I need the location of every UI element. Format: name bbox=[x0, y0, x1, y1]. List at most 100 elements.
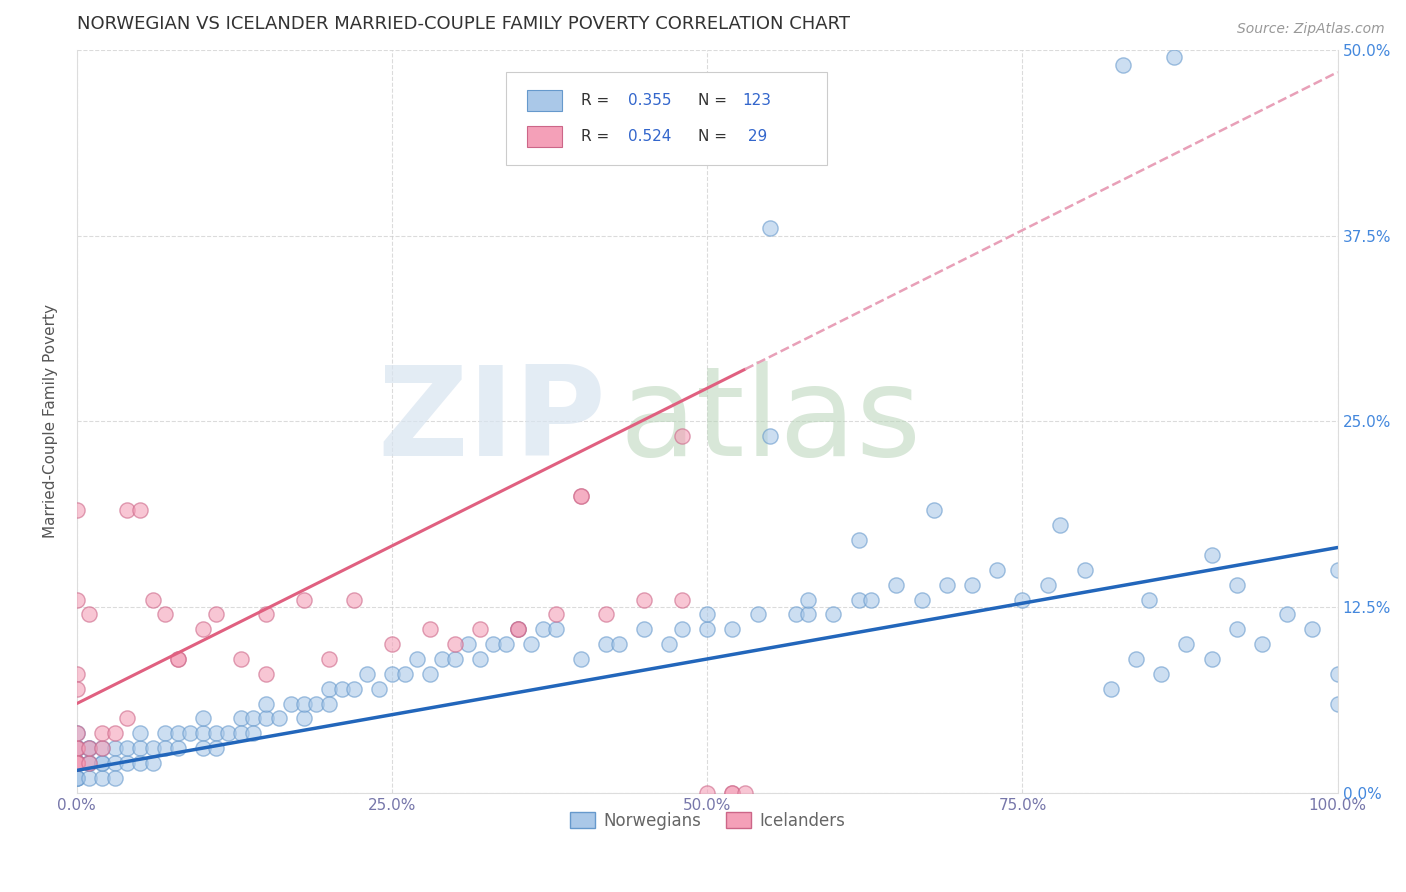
Point bbox=[191, 622, 214, 636]
Point bbox=[759, 221, 782, 235]
Point bbox=[1226, 622, 1249, 636]
Point bbox=[79, 607, 101, 622]
Point bbox=[292, 697, 315, 711]
Point bbox=[66, 756, 89, 770]
Point bbox=[1201, 652, 1223, 666]
Point bbox=[457, 637, 479, 651]
Point bbox=[444, 637, 467, 651]
Point bbox=[671, 592, 693, 607]
Point bbox=[569, 489, 592, 503]
Point bbox=[79, 771, 101, 785]
Point bbox=[569, 652, 592, 666]
Point bbox=[242, 711, 264, 725]
Point bbox=[848, 592, 870, 607]
Point bbox=[696, 607, 718, 622]
Point bbox=[66, 741, 89, 756]
Text: N =: N = bbox=[699, 93, 733, 108]
Point bbox=[66, 741, 89, 756]
Point bbox=[79, 741, 101, 756]
Point bbox=[117, 503, 139, 517]
Point bbox=[153, 726, 176, 740]
Point bbox=[343, 681, 366, 696]
Point bbox=[91, 741, 114, 756]
Text: 0.524: 0.524 bbox=[628, 129, 671, 145]
Text: N =: N = bbox=[699, 129, 733, 145]
Point bbox=[66, 756, 89, 770]
FancyBboxPatch shape bbox=[527, 127, 562, 147]
Point bbox=[66, 726, 89, 740]
Point bbox=[66, 756, 89, 770]
Point bbox=[1036, 577, 1059, 591]
Point bbox=[166, 726, 188, 740]
Point bbox=[104, 726, 127, 740]
Point bbox=[419, 622, 441, 636]
Point bbox=[166, 652, 188, 666]
Point bbox=[292, 711, 315, 725]
Point bbox=[129, 756, 152, 770]
Text: R =: R = bbox=[581, 93, 614, 108]
Point bbox=[343, 592, 366, 607]
Point bbox=[482, 637, 505, 651]
Point bbox=[79, 756, 101, 770]
Point bbox=[254, 607, 277, 622]
Point bbox=[91, 756, 114, 770]
Point bbox=[368, 681, 391, 696]
Point bbox=[166, 741, 188, 756]
Point bbox=[721, 786, 744, 800]
Point bbox=[204, 741, 226, 756]
Point bbox=[117, 711, 139, 725]
Point bbox=[191, 711, 214, 725]
Point bbox=[470, 652, 492, 666]
Point bbox=[66, 741, 89, 756]
Point bbox=[66, 503, 89, 517]
Point bbox=[129, 741, 152, 756]
Point bbox=[91, 741, 114, 756]
Point bbox=[79, 756, 101, 770]
Point bbox=[886, 577, 908, 591]
Point bbox=[117, 756, 139, 770]
Text: NORWEGIAN VS ICELANDER MARRIED-COUPLE FAMILY POVERTY CORRELATION CHART: NORWEGIAN VS ICELANDER MARRIED-COUPLE FA… bbox=[77, 15, 849, 33]
Text: R =: R = bbox=[581, 129, 614, 145]
Point bbox=[254, 666, 277, 681]
Point bbox=[229, 652, 252, 666]
Point bbox=[242, 726, 264, 740]
Point bbox=[595, 637, 617, 651]
Point bbox=[229, 711, 252, 725]
Point bbox=[658, 637, 681, 651]
Point bbox=[66, 592, 89, 607]
Point bbox=[381, 666, 404, 681]
Point bbox=[66, 756, 89, 770]
Point bbox=[1150, 666, 1173, 681]
Y-axis label: Married-Couple Family Poverty: Married-Couple Family Poverty bbox=[44, 304, 58, 538]
Point bbox=[569, 489, 592, 503]
Text: Source: ZipAtlas.com: Source: ZipAtlas.com bbox=[1237, 22, 1385, 37]
Point bbox=[79, 741, 101, 756]
Point bbox=[91, 726, 114, 740]
Point bbox=[1112, 58, 1135, 72]
Point bbox=[217, 726, 239, 740]
Point bbox=[66, 756, 89, 770]
Point bbox=[166, 652, 188, 666]
Point bbox=[66, 756, 89, 770]
Point bbox=[508, 622, 530, 636]
Point bbox=[910, 592, 932, 607]
Point bbox=[633, 622, 655, 636]
Point bbox=[607, 637, 630, 651]
Point bbox=[191, 726, 214, 740]
Point bbox=[935, 577, 957, 591]
Point bbox=[66, 756, 89, 770]
Point bbox=[696, 786, 718, 800]
Point bbox=[595, 607, 617, 622]
Point bbox=[79, 741, 101, 756]
Point bbox=[1049, 518, 1071, 533]
Point bbox=[1125, 652, 1147, 666]
Point bbox=[960, 577, 983, 591]
Point bbox=[986, 563, 1008, 577]
Point bbox=[1277, 607, 1299, 622]
FancyBboxPatch shape bbox=[506, 72, 827, 165]
Point bbox=[1099, 681, 1122, 696]
Point bbox=[254, 697, 277, 711]
Point bbox=[204, 726, 226, 740]
Point bbox=[191, 741, 214, 756]
Point bbox=[860, 592, 883, 607]
